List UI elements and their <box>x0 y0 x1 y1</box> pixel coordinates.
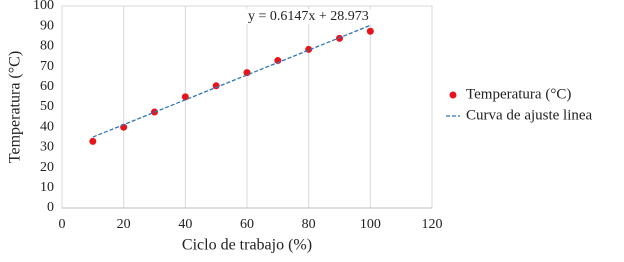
y-tick-label: 0 <box>47 200 54 215</box>
y-tick-label: 70 <box>40 59 54 74</box>
y-tick-label: 10 <box>40 180 54 195</box>
x-tick-label: 0 <box>59 217 66 232</box>
y-tick-label: 100 <box>33 0 54 13</box>
y-axis-label: Temperatura (°C) <box>7 51 24 163</box>
x-tick-label: 120 <box>422 217 443 232</box>
x-tick-label: 40 <box>178 217 192 232</box>
trend-line <box>92 24 371 138</box>
data-point <box>243 69 251 77</box>
y-tick-label: 30 <box>40 140 54 155</box>
equation-bg <box>246 9 371 25</box>
y-tick-label: 60 <box>40 79 54 94</box>
trend-equation: y = 0.6147x + 28.973 <box>248 9 369 24</box>
data-point <box>212 82 220 90</box>
y-tick-label: 50 <box>40 99 54 114</box>
y-tick-label: 80 <box>40 39 54 54</box>
legend-label: Curva de ajuste linea <box>466 107 593 123</box>
x-tick-label: 60 <box>240 217 254 232</box>
data-point <box>366 27 374 35</box>
data-point <box>181 93 189 101</box>
y-tick-label: 20 <box>40 160 54 175</box>
x-tick-label: 80 <box>302 217 316 232</box>
legend-label: Temperatura (°C) <box>466 86 571 102</box>
y-tick-label: 90 <box>40 18 54 33</box>
x-tick-label: 20 <box>117 217 131 232</box>
x-axis-label: Ciclo de trabajo (%) <box>182 237 312 254</box>
y-tick-label: 40 <box>40 119 54 134</box>
legend-marker <box>449 91 457 99</box>
x-tick-label: 100 <box>360 217 381 232</box>
data-point <box>89 137 97 145</box>
